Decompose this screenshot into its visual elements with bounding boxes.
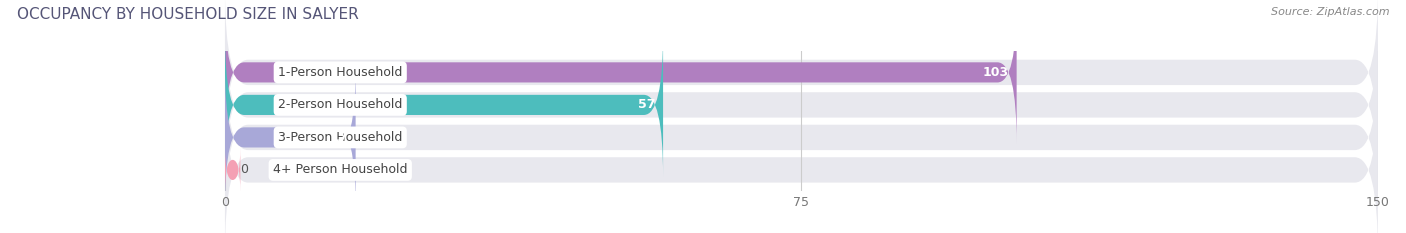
FancyBboxPatch shape [225,66,356,209]
Text: 57: 57 [638,98,655,111]
Text: OCCUPANCY BY HOUSEHOLD SIZE IN SALYER: OCCUPANCY BY HOUSEHOLD SIZE IN SALYER [17,7,359,22]
Text: 17: 17 [330,131,347,144]
Text: 1-Person Household: 1-Person Household [278,66,402,79]
FancyBboxPatch shape [225,1,1017,144]
Text: 0: 0 [240,163,249,176]
Text: 4+ Person Household: 4+ Person Household [273,163,408,176]
FancyBboxPatch shape [225,20,1378,190]
FancyBboxPatch shape [225,85,1378,233]
FancyBboxPatch shape [225,53,1378,222]
FancyBboxPatch shape [225,0,1378,157]
Text: Source: ZipAtlas.com: Source: ZipAtlas.com [1271,7,1389,17]
Text: 2-Person Household: 2-Person Household [278,98,402,111]
FancyBboxPatch shape [225,34,664,176]
Text: 103: 103 [983,66,1010,79]
FancyBboxPatch shape [225,147,240,192]
Text: 3-Person Household: 3-Person Household [278,131,402,144]
